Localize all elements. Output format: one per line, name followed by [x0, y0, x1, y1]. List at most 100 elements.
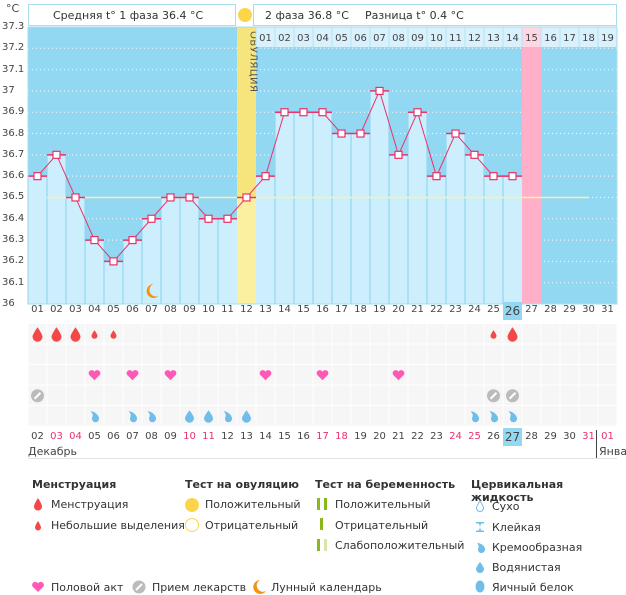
phase2-day-label: 06 — [354, 33, 367, 44]
cycle-day-label[interactable]: 16 — [316, 304, 329, 315]
plot-border — [27, 26, 618, 305]
temperature-point — [128, 235, 137, 245]
calendar-date-label[interactable]: 03 — [50, 431, 63, 442]
calendar-date-label[interactable]: 13 — [240, 431, 253, 442]
legend-ovulation-positive: Положительный — [205, 498, 301, 511]
cycle-day-label[interactable]: 05 — [107, 304, 120, 315]
phase2-day-label: 17 — [563, 33, 576, 44]
temperature-bar — [180, 197, 199, 304]
temperature-bar — [123, 240, 142, 304]
calendar-date-label[interactable]: 16 — [297, 431, 310, 442]
cycle-day-label[interactable]: 29 — [563, 304, 576, 315]
temperature-bar — [256, 176, 275, 304]
cycle-day-label[interactable]: 14 — [278, 304, 291, 315]
calendar-date-label[interactable]: 28 — [525, 431, 538, 442]
calendar-date-label[interactable]: 22 — [411, 431, 424, 442]
calendar-date-label[interactable]: 15 — [278, 431, 291, 442]
temperature-point — [33, 172, 42, 181]
cycle-day-label[interactable]: 10 — [202, 304, 215, 315]
month-december: Декабрь — [28, 445, 77, 458]
calendar-date-label[interactable]: 24 — [449, 431, 462, 442]
calendar-date-label[interactable]: 14 — [259, 431, 272, 442]
phase2-day-label: 12 — [468, 33, 481, 44]
calendar-date-label[interactable]: 06 — [107, 431, 120, 442]
temperature-point — [109, 257, 118, 266]
calendar-date-label[interactable]: 12 — [221, 431, 234, 442]
calendar-date-label[interactable]: 27 — [503, 428, 522, 446]
fluid-watery-icon — [204, 410, 213, 423]
cycle-day-label[interactable]: 13 — [259, 304, 272, 315]
month-january: Янва — [599, 445, 626, 458]
cycle-day-label[interactable]: 18 — [354, 304, 367, 315]
ovulation-positive-icon — [185, 498, 199, 512]
cycle-day-label[interactable]: 27 — [525, 304, 538, 315]
calendar-date-label[interactable]: 10 — [183, 431, 196, 442]
legend-medication: Прием лекарств — [152, 581, 247, 594]
cycle-day-label[interactable]: 06 — [126, 304, 139, 315]
calendar-date-label[interactable]: 31 — [582, 431, 595, 442]
legend-fluid-watery: Водянистая — [492, 561, 561, 574]
menstruation-drop-icon — [507, 327, 518, 342]
cycle-day-label[interactable]: 04 — [88, 304, 101, 315]
calendar-date-label[interactable]: 09 — [164, 431, 177, 442]
calendar-date-label[interactable]: 08 — [145, 431, 158, 442]
calendar-date-label[interactable]: 23 — [430, 431, 443, 442]
expected-period-column — [522, 27, 541, 304]
temperature-point — [185, 193, 194, 202]
legend-ovulation-test-title: Тест на овуляцию — [185, 478, 299, 491]
legend-pregnancy-positive: Положительный — [335, 498, 431, 511]
temperature-bar — [484, 176, 503, 304]
cycle-day-label[interactable]: 21 — [411, 304, 424, 315]
symptom-row — [28, 406, 617, 426]
calendar-date-label[interactable]: 19 — [354, 431, 367, 442]
cycle-day-label[interactable]: 01 — [31, 304, 44, 315]
calendar-date-label[interactable]: 30 — [563, 431, 576, 442]
cycle-day-label[interactable]: 12 — [240, 304, 253, 315]
symptom-row — [28, 324, 617, 344]
cycle-day-label[interactable]: 11 — [221, 304, 234, 315]
calendar-date-label[interactable]: 26 — [487, 431, 500, 442]
cycle-day-label[interactable]: 26 — [503, 302, 522, 320]
calendar-date-label[interactable]: 20 — [373, 431, 386, 442]
calendar-date-label[interactable]: 01 — [601, 431, 614, 442]
calendar-date-label[interactable]: 02 — [31, 431, 44, 442]
cycle-day-label[interactable]: 20 — [392, 304, 405, 315]
cycle-day-label[interactable]: 28 — [544, 304, 557, 315]
temperature-point — [451, 129, 460, 138]
pregnancy-negative-icon — [320, 518, 323, 530]
cycle-day-label[interactable]: 25 — [487, 304, 500, 315]
calendar-date-label[interactable]: 17 — [316, 431, 329, 442]
calendar-date-label[interactable]: 29 — [544, 431, 557, 442]
cycle-day-label[interactable]: 23 — [449, 304, 462, 315]
temperature-point — [242, 193, 251, 202]
cycle-day-label[interactable]: 09 — [183, 304, 196, 315]
pill-icon-stripe — [33, 392, 42, 400]
calendar-date-label[interactable]: 25 — [468, 431, 481, 442]
calendar-date-label[interactable]: 18 — [335, 431, 348, 442]
phase2-day-label: 09 — [411, 33, 424, 44]
cycle-day-label[interactable]: 03 — [69, 304, 82, 315]
cycle-day-label[interactable]: 19 — [373, 304, 386, 315]
calendar-date-label[interactable]: 07 — [126, 431, 139, 442]
phase2-day-label: 15 — [525, 33, 538, 44]
temperature-bar — [275, 112, 294, 304]
calendar-date-label[interactable]: 21 — [392, 431, 405, 442]
cycle-day-label[interactable]: 07 — [145, 304, 158, 315]
y-tick-label: 36.8 — [2, 127, 25, 139]
calendar-date-label[interactable]: 11 — [202, 431, 215, 442]
cycle-day-label[interactable]: 22 — [430, 304, 443, 315]
cycle-day-label[interactable]: 17 — [335, 304, 348, 315]
cycle-day-label[interactable]: 08 — [164, 304, 177, 315]
phase2-day-label: 05 — [335, 33, 348, 44]
cycle-day-label[interactable]: 02 — [50, 304, 63, 315]
y-tick-label: 37 — [2, 84, 15, 96]
cycle-day-label[interactable]: 15 — [297, 304, 310, 315]
cycle-day-label[interactable]: 31 — [601, 304, 614, 315]
calendar-date-label[interactable]: 05 — [88, 431, 101, 442]
temperature-bar — [446, 133, 465, 304]
legend-fluid-sticky: Клейкая — [492, 521, 541, 534]
cycle-day-label[interactable]: 30 — [582, 304, 595, 315]
cycle-day-label[interactable]: 24 — [468, 304, 481, 315]
temperature-bar — [161, 197, 180, 304]
calendar-date-label[interactable]: 04 — [69, 431, 82, 442]
